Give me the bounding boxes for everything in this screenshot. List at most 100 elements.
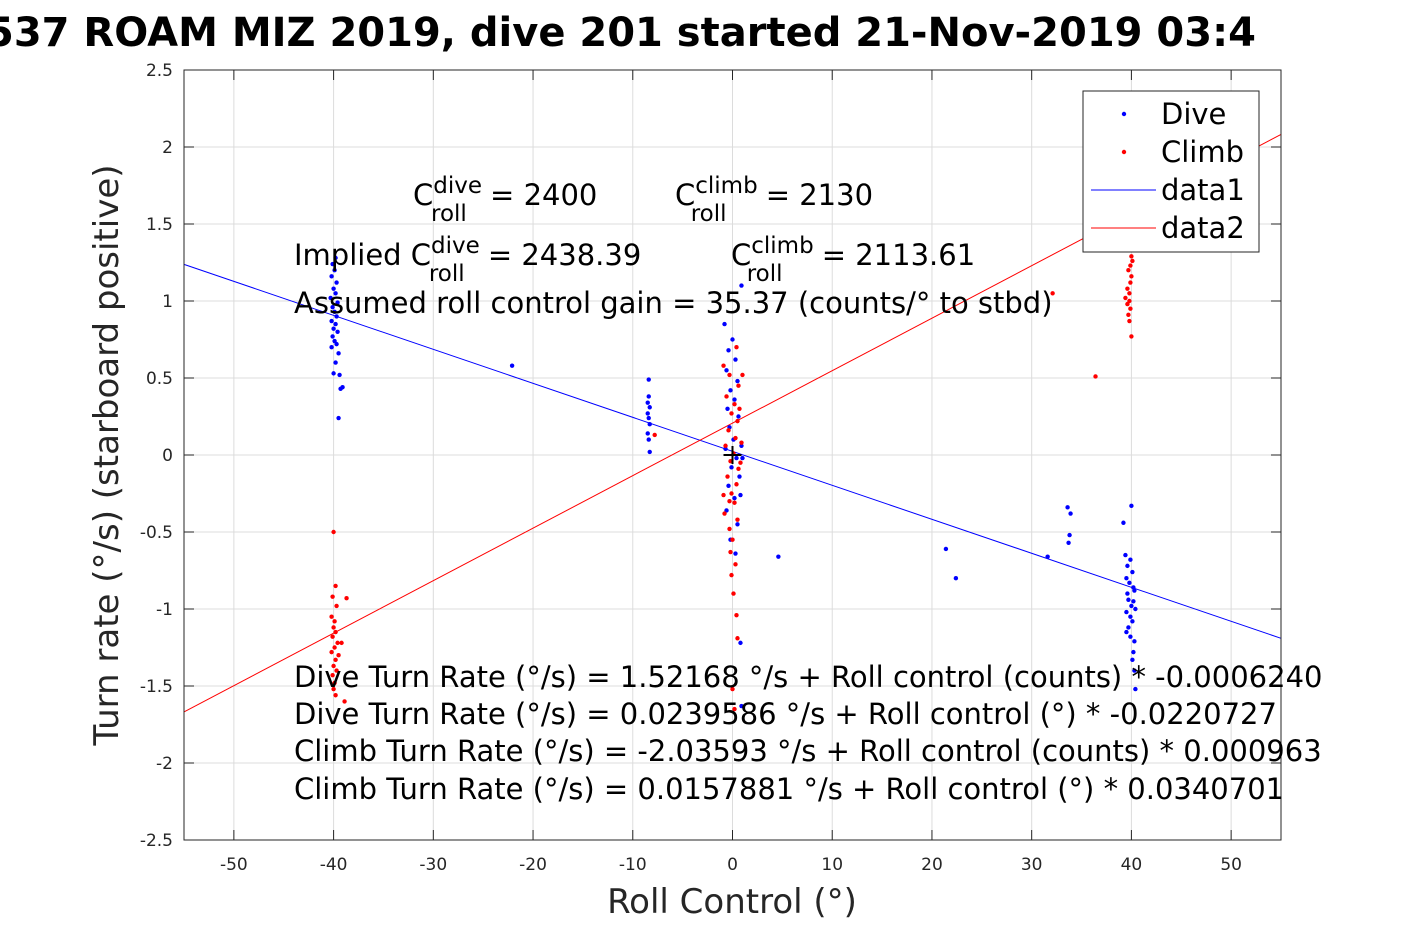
climb-point: [331, 663, 336, 669]
dive-point: [337, 372, 342, 378]
y-tick-label: -2: [156, 754, 173, 774]
dive-point: [737, 474, 742, 479]
dive-point: [725, 406, 730, 411]
climb-point: [740, 372, 745, 378]
dive-point: [334, 341, 339, 347]
dive-point: [647, 405, 652, 410]
x-tick-label: 20: [921, 855, 943, 875]
dive-point: [647, 422, 652, 427]
climb-point: [728, 549, 733, 555]
dive-point: [1068, 511, 1073, 516]
climb-point: [1129, 274, 1134, 279]
dive-point: [1045, 554, 1050, 559]
legend: Dive Climb data1 data2: [1082, 90, 1260, 253]
climb-point: [1050, 291, 1055, 296]
legend-marker-climb: [1121, 149, 1127, 155]
dive-point: [646, 437, 651, 442]
climb-point: [729, 491, 734, 496]
legend-marker-dive: [1121, 111, 1127, 117]
dive-point: [1130, 619, 1135, 624]
climb-point: [730, 537, 735, 542]
climb-point: [737, 406, 742, 411]
dive-point: [645, 411, 650, 416]
dive-point: [328, 295, 333, 301]
series-climb: [329, 254, 1135, 712]
x-tick-label: -50: [220, 855, 248, 875]
dive-equation-degrees: Dive Turn Rate (°/s) = 0.0239586 °/s + R…: [294, 697, 1277, 731]
dive-point: [331, 286, 336, 291]
dive-point: [334, 280, 339, 285]
climb-point: [721, 363, 726, 368]
climb-point: [731, 591, 736, 596]
x-tick-label: -10: [619, 855, 647, 875]
dive-point: [1132, 668, 1137, 673]
climb-point: [735, 636, 740, 641]
climb-point: [734, 482, 739, 487]
x-axis-label: Roll Control (°): [607, 882, 857, 922]
x-tick-label: 50: [1220, 855, 1242, 875]
climb-point: [729, 572, 734, 578]
climb-point: [344, 596, 349, 601]
dive-point: [1124, 629, 1129, 635]
dive-point: [330, 304, 335, 310]
dive-point: [738, 492, 743, 498]
climb-point: [333, 583, 338, 589]
dive-point: [732, 495, 737, 501]
dive-point: [329, 274, 334, 279]
dive-point: [1126, 625, 1131, 630]
dive-point: [953, 576, 959, 581]
climb-point: [736, 466, 741, 472]
dive-point: [738, 640, 743, 646]
dive-point: [1121, 520, 1126, 525]
climb-point: [329, 614, 334, 619]
climb-point: [331, 686, 336, 692]
climb-point: [724, 394, 729, 399]
dive-point: [509, 363, 515, 368]
climb-point: [735, 517, 740, 522]
climb-equation-degrees: Climb Turn Rate (°/s) = 0.0157881 °/s + …: [294, 772, 1284, 806]
x-tick-label: 30: [1021, 855, 1043, 875]
climb-point: [1123, 295, 1128, 301]
climb-point: [734, 612, 739, 618]
implied-c-roll-climb-annotation: Cclimb roll = 2113.61: [731, 233, 975, 287]
climb-point: [722, 511, 727, 516]
dive-point: [733, 551, 738, 556]
climb-point: [736, 383, 741, 388]
dive-point: [333, 255, 338, 261]
x-tick-label: 40: [1121, 855, 1143, 875]
dive-point: [331, 326, 336, 331]
dive-point: [732, 397, 737, 402]
dive-point: [333, 291, 338, 296]
dive-point: [1124, 576, 1129, 581]
dive-point: [1128, 557, 1133, 562]
climb-point: [332, 645, 337, 650]
dive-point: [1133, 606, 1138, 612]
dive-point: [1131, 649, 1136, 655]
climb-point: [725, 474, 730, 479]
legend-label: Dive: [1161, 97, 1226, 131]
dive-point: [333, 360, 338, 365]
climb-point: [332, 680, 337, 686]
dive-point: [729, 465, 734, 470]
dive-point: [645, 400, 650, 405]
dive-point: [1065, 505, 1070, 510]
dive-equation-counts: Dive Turn Rate (°/s) = 1.52168 °/s + Rol…: [294, 660, 1322, 694]
roll-gain-annotation: Assumed roll control gain = 35.37 (count…: [294, 286, 1053, 320]
dive-point: [335, 329, 340, 334]
climb-point: [727, 526, 732, 532]
climb-point: [723, 443, 728, 448]
dive-point: [1127, 580, 1132, 586]
dive-point: [739, 283, 744, 288]
climb-point: [334, 668, 339, 673]
climb-point: [1129, 334, 1134, 339]
y-tick-label: -2.5: [140, 831, 173, 851]
dive-point: [336, 351, 341, 356]
climb-point: [1128, 280, 1133, 285]
dive-point: [728, 388, 733, 393]
climb-point: [1127, 318, 1132, 324]
x-tick-label: -20: [519, 855, 547, 875]
dive-point: [333, 321, 338, 327]
dive-point: [331, 371, 336, 376]
climb-point: [727, 372, 732, 378]
legend-label: data2: [1161, 211, 1245, 245]
